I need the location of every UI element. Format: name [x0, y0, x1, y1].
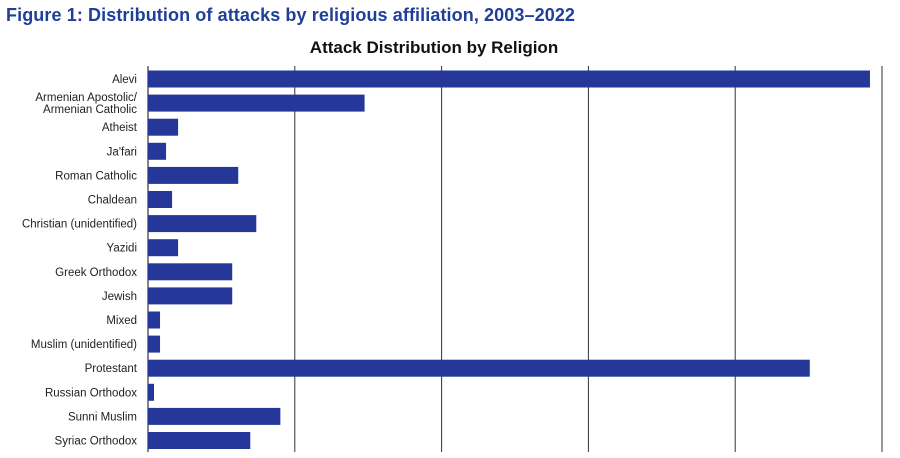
gridlines [147, 66, 883, 452]
category-label: Syriac Orthodox [55, 436, 138, 448]
bar [148, 94, 365, 112]
bar [148, 263, 233, 281]
category-label: Roman Catholic [55, 170, 137, 182]
category-label: Alevi [112, 74, 137, 86]
bar [148, 70, 870, 88]
category-label: Sunni Muslim [68, 411, 137, 423]
category-label: Protestant [85, 363, 138, 375]
bars [148, 70, 870, 449]
bar [148, 287, 233, 305]
bar [148, 311, 161, 329]
category-label: Armenian Catholic [43, 104, 137, 116]
bar [148, 118, 179, 136]
category-label: Jewish [102, 291, 137, 303]
category-label: Mixed [106, 315, 137, 327]
bar [148, 191, 173, 208]
category-label: Greek Orthodox [55, 267, 137, 279]
category-label: Christian (unidentified) [22, 219, 137, 231]
bar [148, 166, 239, 184]
category-label: Armenian Apostolic/ [35, 92, 137, 104]
category-label: Yazidi [107, 243, 137, 255]
category-label: Ja'fari [107, 146, 137, 158]
figure-title: Figure 1: Distribution of attacks by rel… [6, 5, 576, 25]
bar [148, 359, 810, 377]
bar [148, 335, 161, 353]
category-label: Russian Orthodox [45, 387, 137, 399]
bar [148, 142, 167, 160]
category-label: Muslim (unidentified) [31, 339, 137, 351]
category-label: Atheist [102, 122, 138, 134]
bar [148, 239, 179, 257]
bar [148, 407, 281, 425]
category-label: Chaldean [88, 195, 137, 207]
bar [148, 432, 251, 449]
chart-title: Attack Distribution by Religion [310, 38, 558, 57]
bar [148, 215, 257, 233]
category-labels: Alevi Armenian Apostolic/Armenian Catholi… [22, 74, 138, 448]
bar [148, 383, 155, 401]
